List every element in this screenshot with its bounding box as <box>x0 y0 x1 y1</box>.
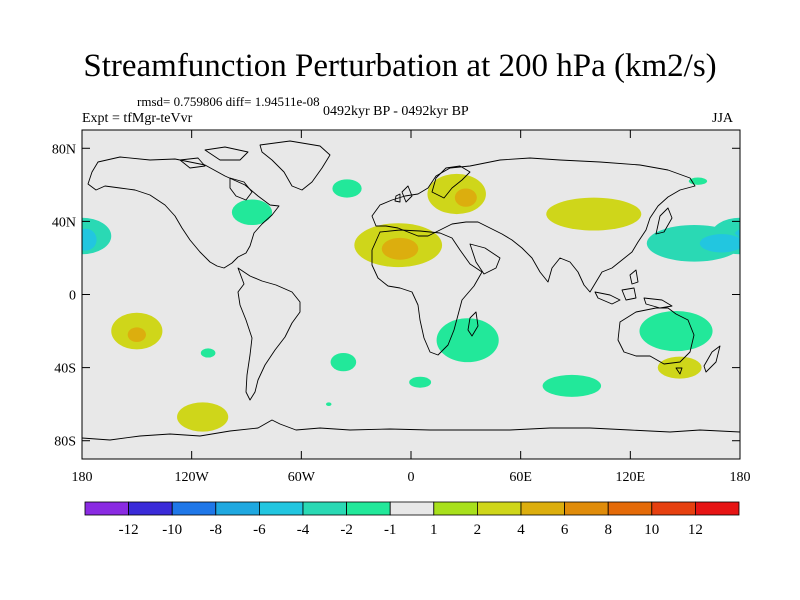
coastline-arabia <box>469 243 501 275</box>
y-tick-label: 40N <box>52 215 76 230</box>
stats-line: rmsd= 0.759806 diff= 1.94511e-08 <box>137 94 320 109</box>
axes: 180 120W 60W 0 60E 120E 180 80N 40N 0 40S 80S <box>52 130 751 485</box>
anomaly-southern-ocean-small <box>326 402 332 406</box>
coastline-greenland <box>259 140 331 191</box>
anomaly-scandinavia-core <box>454 188 477 207</box>
x-tick-label: 120E <box>616 470 646 485</box>
x-tick-label: 180 <box>72 470 93 485</box>
coastline-north-america <box>87 156 280 269</box>
coastline-australia <box>617 307 695 365</box>
coastline-maritime-continent <box>594 269 673 309</box>
anomaly-north-pacific-west <box>646 225 740 262</box>
anomaly-fields <box>82 173 740 432</box>
anomaly-southern-ocean-atlantic <box>409 376 432 388</box>
colorbar-box <box>651 501 696 516</box>
colorbar-label: -8 <box>210 522 223 538</box>
colorbar-label: 1 <box>430 522 438 538</box>
coastline-south-america <box>237 267 301 401</box>
colorbar-box <box>128 501 173 516</box>
colorbar-label: 10 <box>644 522 659 538</box>
colorbar-label: 4 <box>517 522 525 538</box>
coastline-madagascar <box>467 311 479 337</box>
coastline-british-isles <box>394 185 413 203</box>
chart-title: Streamfunction Perturbation at 200 hPa (… <box>83 48 717 84</box>
y-tick-label: 80N <box>52 142 76 157</box>
anomaly-south-pacific-small <box>200 348 216 358</box>
colorbar-label: -6 <box>253 522 266 538</box>
colorbar-box <box>476 501 522 516</box>
colorbar-box <box>346 501 391 516</box>
anomaly-southern-africa <box>436 318 499 363</box>
anomaly-central-asia <box>546 197 642 231</box>
anomaly-south-pacific-core <box>127 327 146 343</box>
anomaly-australia <box>639 310 713 352</box>
colorbar-box <box>695 501 740 516</box>
x-tick-label: 60E <box>509 470 532 485</box>
colorbar-label: 2 <box>474 522 482 538</box>
x-tick-label: 60W <box>288 470 316 485</box>
coastline-africa <box>371 229 483 356</box>
colorbar-box <box>171 501 217 516</box>
coastline-tasmania-new-zealand <box>675 345 721 375</box>
anomaly-southern-ocean-indian <box>542 374 602 397</box>
coastline-antarctica <box>82 419 740 441</box>
colorbar-box <box>389 501 435 516</box>
colorbar-label: -1 <box>384 522 397 538</box>
anomaly-north-pacific-east-core <box>82 228 97 251</box>
y-tick-label: 80S <box>54 435 76 450</box>
y-tick-label: 40S <box>54 362 76 377</box>
colorbar-label: -4 <box>297 522 310 538</box>
colorbar-box <box>84 501 129 516</box>
anomaly-sahara-core <box>381 237 419 260</box>
period-label: 0492kyr BP - 0492kyr BP <box>323 104 469 119</box>
coastline-japan <box>655 207 673 235</box>
anomaly-north-atlantic <box>332 179 362 198</box>
experiment-label: Expt = tfMgr-teVvr <box>82 111 193 126</box>
colorbar-label: -2 <box>340 522 353 538</box>
y-tick-label: 0 <box>69 289 76 304</box>
anomaly-south-atlantic <box>330 352 357 372</box>
x-tick-label: 120W <box>175 470 210 485</box>
coastlines <box>82 140 740 441</box>
colorbar-box <box>215 501 260 516</box>
anomaly-north-pacific-west-core <box>82 238 86 249</box>
colorbar-label: 6 <box>561 522 569 538</box>
season-label: JJA <box>712 111 734 126</box>
anomaly-north-pacific-west-core <box>699 234 740 253</box>
colorbar-box <box>258 501 304 516</box>
colorbar-label: -10 <box>162 522 182 538</box>
x-tick-label: 180 <box>730 470 751 485</box>
colorbar-label: 8 <box>604 522 612 538</box>
coastline-scandinavia <box>431 165 471 199</box>
anomaly-north-america <box>231 199 273 226</box>
anomaly-southern-ocean-pacific <box>177 402 229 432</box>
colorbar-label: -12 <box>119 522 139 538</box>
colorbar-box <box>520 501 565 516</box>
colorbar-box <box>433 501 478 516</box>
coastline-eurasia <box>371 157 696 293</box>
coastline-hudson-bay <box>229 177 253 201</box>
colorbar-box <box>564 501 609 516</box>
x-tick-label: 0 <box>408 470 415 485</box>
colorbar-box <box>607 501 653 516</box>
coastline-arctic-islands <box>179 146 249 169</box>
colorbar-box <box>302 501 347 516</box>
colorbar-label: 12 <box>688 522 703 538</box>
